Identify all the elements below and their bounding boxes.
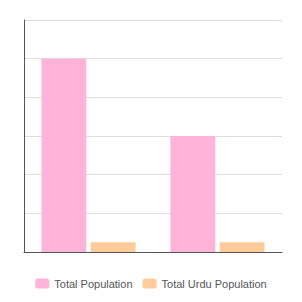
svg-text:Total Urdu Population: Total Urdu Population bbox=[162, 278, 267, 290]
svg-text:Total Population: Total Population bbox=[54, 278, 132, 290]
